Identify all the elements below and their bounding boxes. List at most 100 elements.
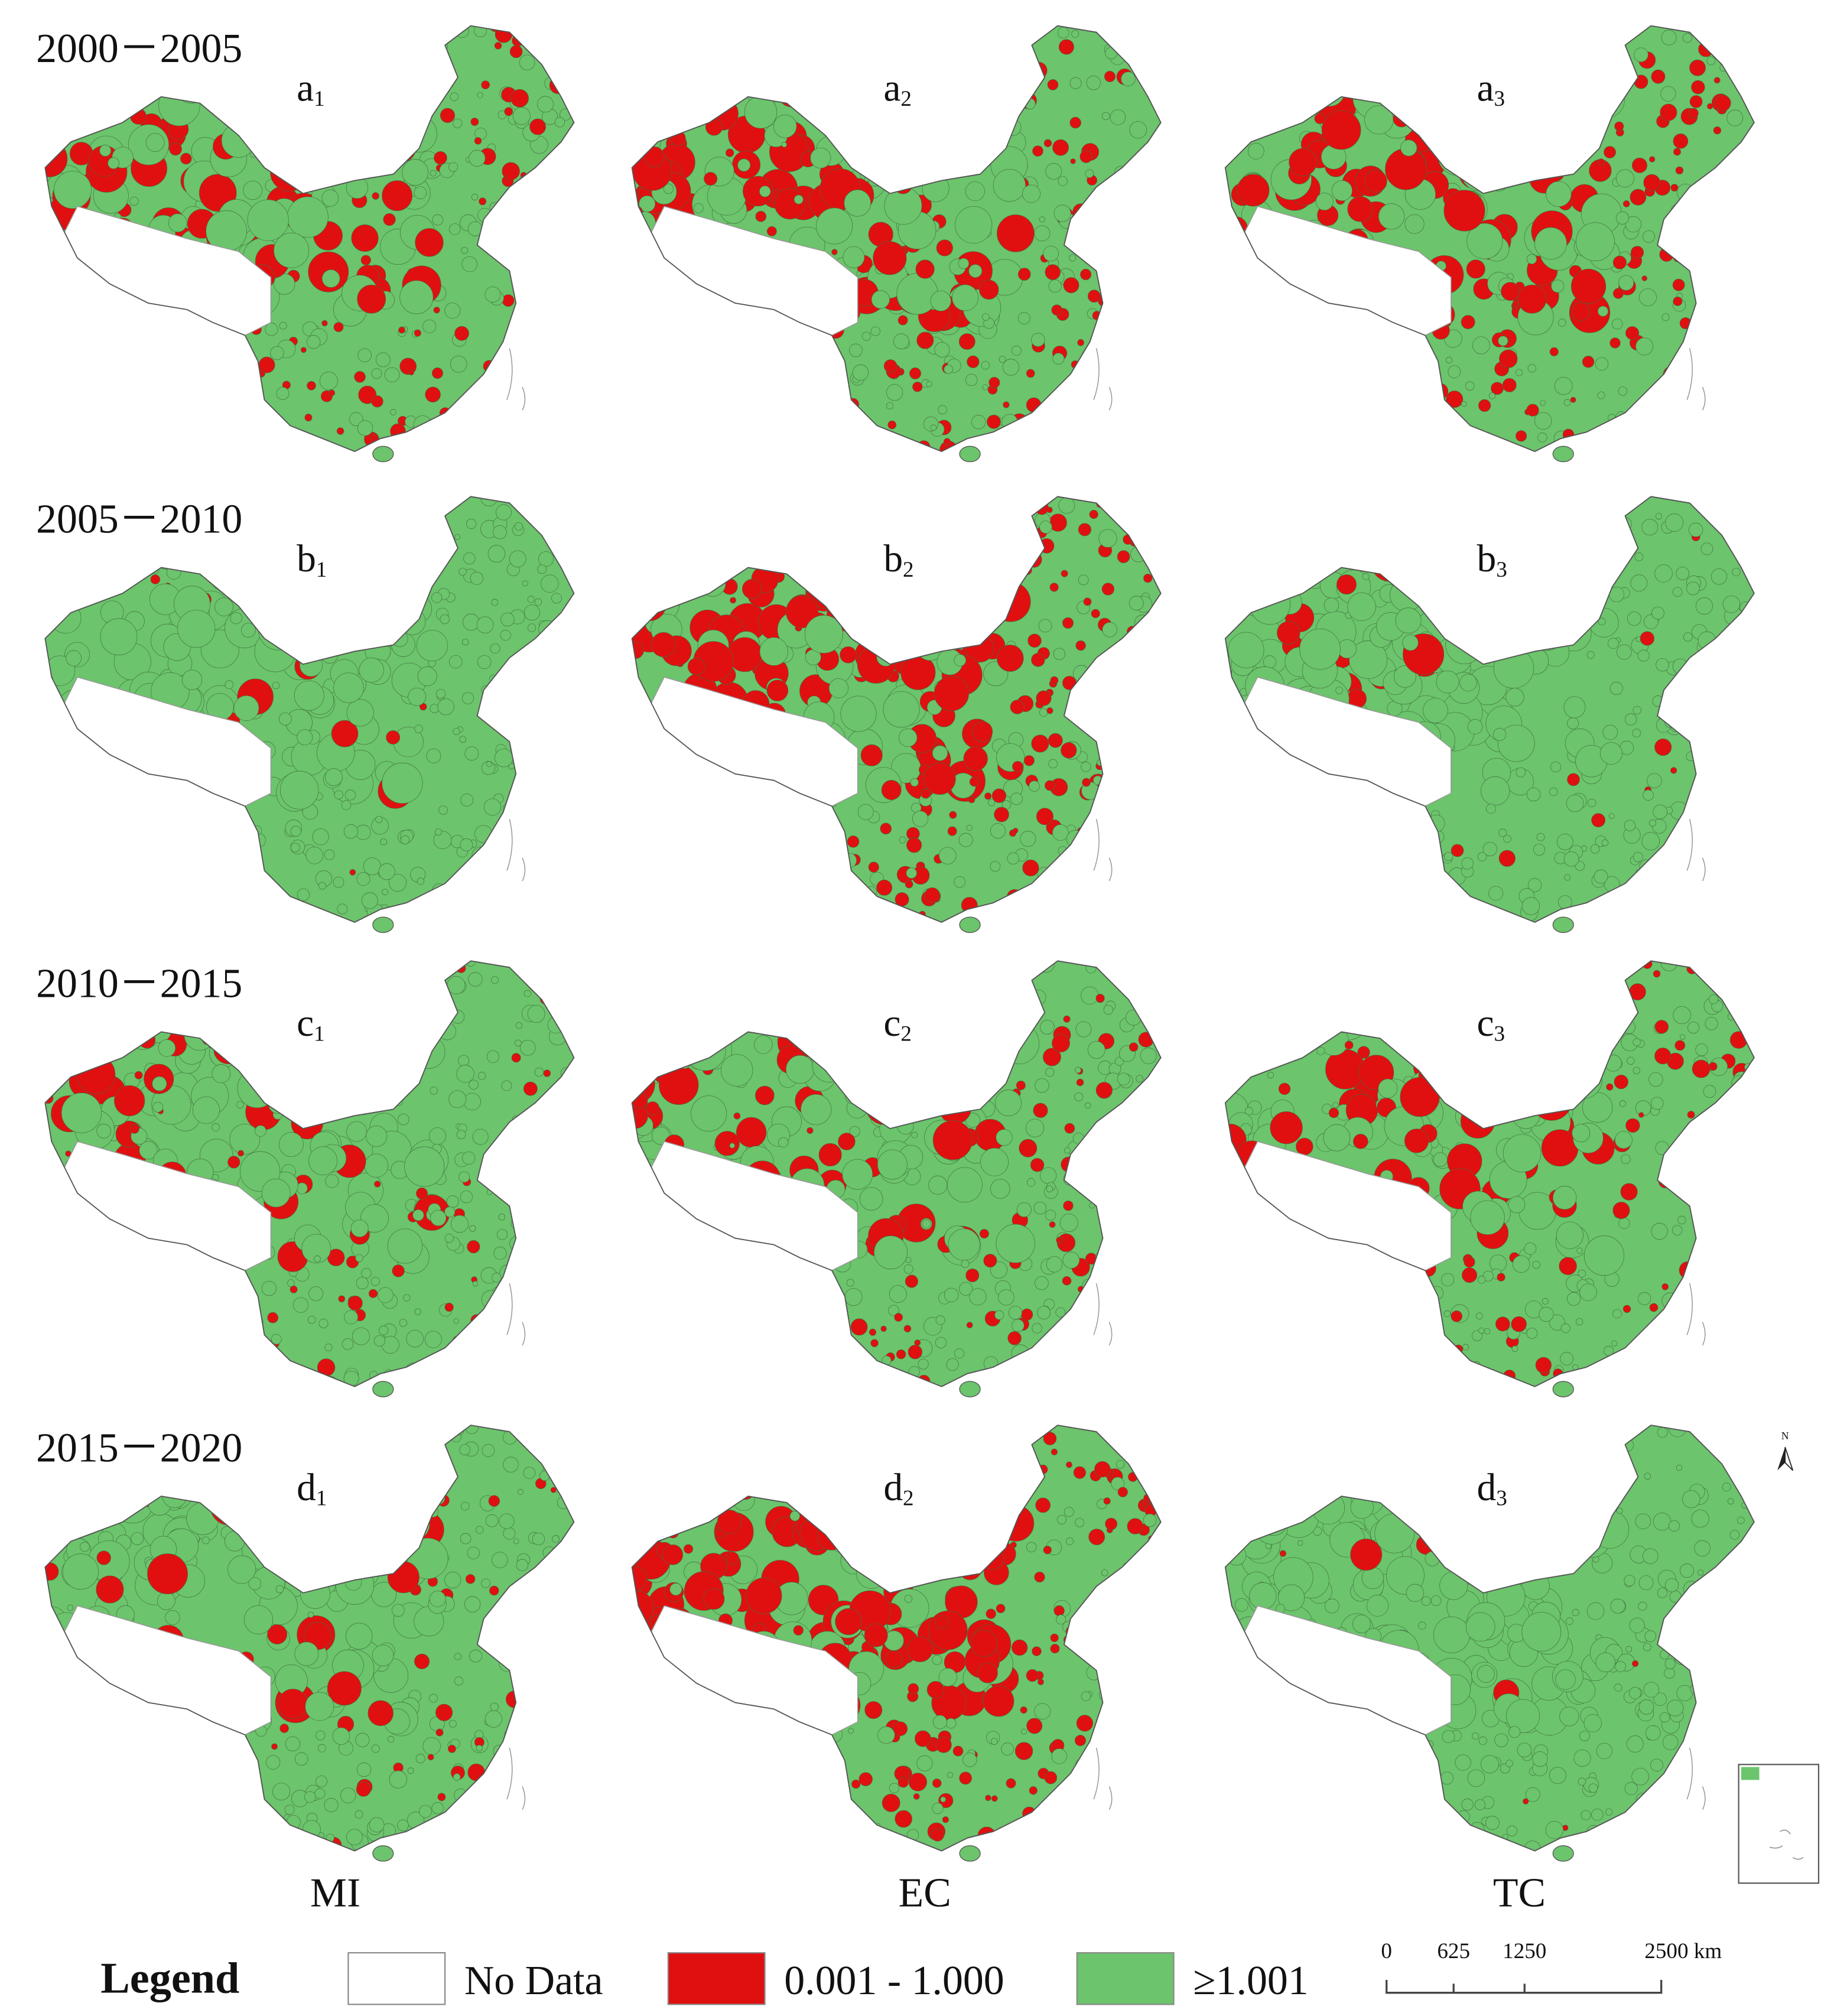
region-red: [802, 823, 818, 840]
region-red: [833, 383, 847, 398]
region-green: [1715, 652, 1725, 663]
region-green: [1516, 369, 1523, 376]
region-green: [1368, 1368, 1376, 1376]
region-green: [537, 96, 554, 113]
region-red: [1604, 146, 1616, 158]
region-red: [1622, 1305, 1631, 1313]
region-red: [1714, 385, 1722, 392]
region-red: [319, 969, 339, 989]
region-red: [1095, 994, 1105, 1003]
region-green: [646, 533, 670, 557]
region-green: [415, 1754, 425, 1764]
region-green: [759, 186, 771, 197]
region-green: [1581, 587, 1601, 606]
region-red: [696, 294, 710, 308]
region-red: [903, 1325, 912, 1332]
region-green: [365, 544, 404, 582]
region-green: [1617, 644, 1632, 660]
region-green: [1299, 971, 1334, 1005]
region-red: [1153, 863, 1161, 877]
region-green: [1252, 1022, 1277, 1048]
region-green: [1324, 1377, 1341, 1387]
region-green: [540, 701, 547, 708]
region-green: [1502, 1005, 1540, 1042]
region-green: [1304, 557, 1312, 565]
region-green: [1415, 526, 1446, 556]
region-green: [1058, 846, 1068, 856]
region-green: [279, 1013, 288, 1022]
region-red: [1369, 1299, 1380, 1311]
region-red: [831, 909, 847, 922]
region-green: [1486, 804, 1496, 814]
region-green: [519, 54, 535, 70]
region-red: [317, 1358, 336, 1377]
map-sea-lines: [1686, 819, 1706, 882]
region-green: [1226, 1257, 1234, 1264]
region-green: [114, 869, 121, 876]
panel-subscript: 2: [900, 87, 912, 111]
region-green: [301, 1234, 331, 1263]
region-green: [1698, 773, 1705, 780]
region-green: [1444, 851, 1453, 861]
region-green: [1014, 573, 1020, 580]
region-red: [1410, 1311, 1425, 1326]
region-green: [1298, 774, 1316, 792]
region-green: [279, 321, 287, 330]
region-red: [1116, 1112, 1123, 1120]
region-red: [1745, 200, 1753, 209]
region-green: [355, 824, 371, 840]
region-green: [1103, 1004, 1114, 1015]
region-green: [373, 1425, 397, 1447]
region-green: [1526, 787, 1541, 802]
region-green: [1046, 1256, 1063, 1273]
region-red: [820, 571, 840, 592]
region-red: [897, 37, 912, 53]
region-red: [370, 434, 379, 443]
panel-letter: c: [297, 1002, 314, 1045]
region-red: [1659, 247, 1674, 262]
region-green: [227, 562, 259, 595]
region-red: [1457, 1366, 1468, 1377]
region-green: [297, 729, 313, 746]
region-green: [857, 1070, 877, 1090]
region-green: [1377, 498, 1407, 528]
region-green: [280, 770, 319, 809]
region-red: [1326, 399, 1334, 407]
region-green: [1464, 144, 1497, 177]
region-green: [342, 567, 381, 606]
region-green: [948, 1228, 980, 1261]
region-green: [983, 1356, 999, 1371]
region-green: [707, 390, 716, 399]
region-red: [81, 1377, 91, 1387]
region-green: [1368, 961, 1410, 993]
region-green: [653, 329, 664, 340]
region-red: [743, 60, 780, 97]
region-green: [647, 425, 665, 442]
region-green: [344, 149, 362, 167]
region-green: [327, 506, 369, 547]
region-red: [1727, 395, 1744, 412]
region-green: [1040, 1167, 1057, 1184]
region-green: [911, 1131, 918, 1139]
region-green: [691, 1095, 727, 1132]
region-green: [431, 963, 438, 970]
region-green: [332, 114, 362, 143]
region-green: [428, 1127, 446, 1145]
region-red: [1534, 1033, 1548, 1046]
region-red: [1225, 1004, 1240, 1032]
region-green: [61, 739, 88, 765]
region-red: [727, 501, 768, 542]
region-green: [1474, 581, 1516, 623]
region-red: [231, 392, 249, 409]
region-green: [1357, 1325, 1369, 1337]
region-red: [1139, 1178, 1152, 1191]
region-green: [100, 618, 138, 656]
region-green: [82, 1679, 102, 1699]
region-green: [538, 162, 549, 174]
region-red: [988, 376, 1000, 388]
region-green: [693, 203, 704, 213]
region-red: [1062, 1371, 1071, 1380]
region-green: [1286, 307, 1293, 314]
region-green: [685, 1298, 702, 1315]
region-red: [402, 584, 411, 593]
